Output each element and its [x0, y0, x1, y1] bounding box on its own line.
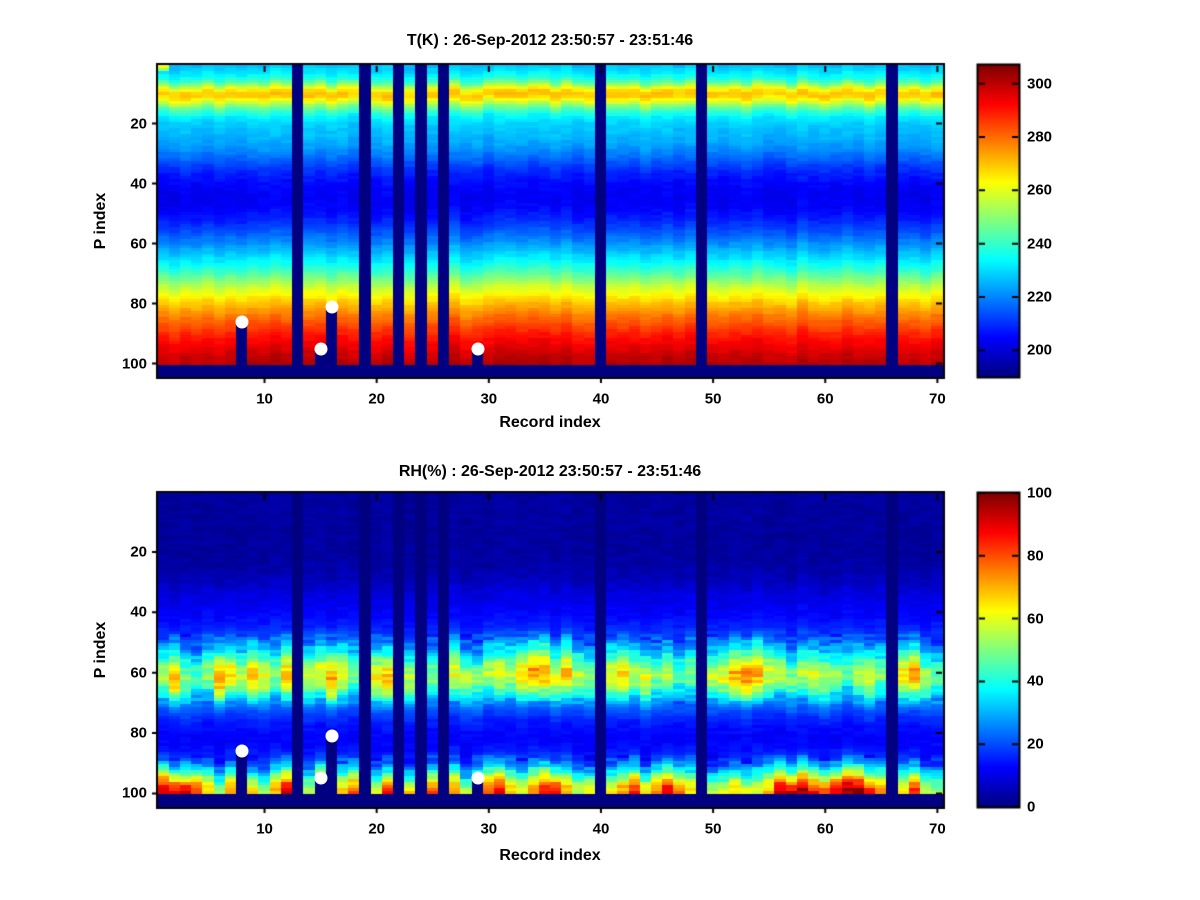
surface-marker-dot — [471, 771, 485, 785]
y-tick-label: 80 — [130, 295, 147, 312]
x-tick-label: 50 — [704, 390, 722, 408]
y-tick-label: 20 — [130, 115, 147, 132]
surface-marker-dot — [314, 771, 328, 785]
x-tick-label: 50 — [704, 820, 722, 838]
y-tick-label: 80 — [130, 724, 147, 742]
surface-marker-dot — [235, 744, 249, 758]
x-tick-label: 10 — [256, 820, 273, 838]
colorbar-tick-label: 40 — [1027, 672, 1044, 690]
y-tick-label: 20 — [130, 543, 147, 561]
x-tick-label: 30 — [480, 820, 498, 838]
colorbar-tick-label: 100 — [1027, 484, 1053, 502]
y-tick-label: 60 — [130, 664, 147, 682]
x-tick-label: 40 — [592, 820, 610, 838]
colorbar-tick-label: 60 — [1027, 610, 1044, 628]
y-tick-label: 100 — [121, 355, 147, 372]
temperature-xaxis-label: Record index — [499, 414, 601, 431]
colorbar-tick-label: 200 — [1027, 341, 1053, 359]
humidity-yaxis-label: P index — [92, 621, 109, 679]
colorbar-tick-label: 260 — [1027, 181, 1053, 199]
y-tick-label: 40 — [130, 603, 147, 621]
y-tick-label: 60 — [130, 235, 147, 252]
x-tick-label: 40 — [592, 390, 610, 408]
colorbar-tick-label: 220 — [1027, 288, 1053, 306]
surface-marker-dot — [471, 342, 485, 355]
x-tick-label: 30 — [480, 390, 498, 408]
x-tick-label: 10 — [256, 390, 273, 408]
humidity-xaxis-label: Record index — [499, 847, 601, 864]
y-tick-label: 40 — [130, 175, 147, 192]
colorbar-tick-label: 280 — [1027, 128, 1053, 146]
x-tick-label: 70 — [929, 390, 946, 408]
colorbar-tick-label: 80 — [1027, 547, 1044, 565]
temperature-chart-title: T(K) : 26-Sep-2012 23:50:57 - 23:51:46 — [406, 32, 694, 49]
x-tick-label: 70 — [929, 820, 946, 838]
x-tick-label: 60 — [816, 390, 834, 408]
surface-marker-dot — [325, 729, 339, 743]
surface-marker-dot — [314, 342, 328, 355]
colorbar-tick-label: 300 — [1027, 75, 1053, 93]
colorbar-tick-label: 20 — [1027, 735, 1044, 753]
x-tick-label: 60 — [816, 820, 834, 838]
surface-marker-dot — [325, 300, 339, 313]
humidity-chart-title: RH(%) : 26-Sep-2012 23:50:57 - 23:51:46 — [398, 463, 702, 480]
y-tick-label: 100 — [121, 784, 147, 802]
temperature-yaxis-label: P index — [92, 192, 109, 250]
colorbar-tick-label: 0 — [1027, 798, 1036, 816]
surface-marker-dot — [235, 315, 249, 328]
colorbar-tick-label: 240 — [1027, 235, 1053, 253]
x-tick-label: 20 — [368, 820, 386, 838]
x-tick-label: 20 — [368, 390, 386, 408]
